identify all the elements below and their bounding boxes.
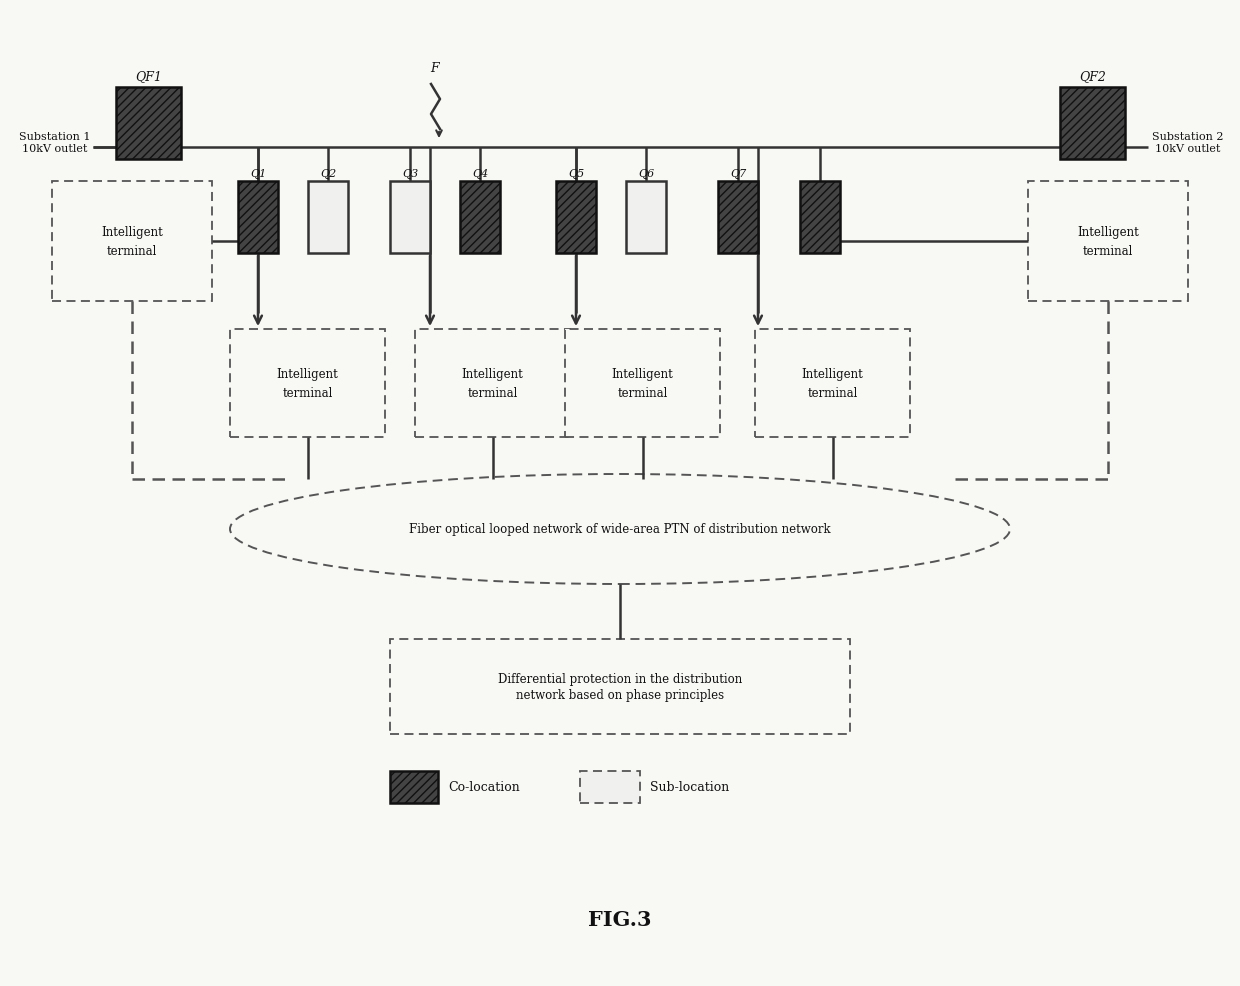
Text: Intelligent
terminal: Intelligent terminal: [611, 368, 673, 399]
Text: Intelligent
terminal: Intelligent terminal: [1078, 226, 1138, 257]
Text: Substation 2
10kV outlet: Substation 2 10kV outlet: [1152, 132, 1224, 154]
Bar: [718, 181, 758, 253]
Bar: [1028, 181, 1188, 302]
Bar: [391, 181, 430, 253]
Text: Co-location: Co-location: [448, 781, 520, 794]
Text: Intelligent
terminal: Intelligent terminal: [277, 368, 339, 399]
Text: Fiber optical looped network of wide-area PTN of distribution network: Fiber optical looped network of wide-are…: [409, 523, 831, 536]
Bar: [626, 181, 666, 253]
Text: F: F: [430, 62, 439, 75]
Text: Differential protection in the distribution: Differential protection in the distribut…: [498, 672, 742, 685]
Text: FIG.3: FIG.3: [588, 909, 652, 929]
Text: QF2: QF2: [1079, 70, 1106, 83]
Text: Q7: Q7: [730, 169, 746, 178]
Text: Q3: Q3: [402, 169, 418, 178]
Text: Intelligent
terminal: Intelligent terminal: [102, 226, 162, 257]
Bar: [308, 181, 348, 253]
Bar: [1060, 88, 1125, 160]
Text: QF1: QF1: [135, 70, 162, 83]
Text: network based on phase principles: network based on phase principles: [516, 688, 724, 701]
Text: Q5: Q5: [568, 169, 584, 178]
Bar: [52, 181, 212, 302]
Bar: [238, 181, 278, 253]
Bar: [565, 329, 720, 438]
Text: Q4: Q4: [472, 169, 489, 178]
Text: Q6: Q6: [637, 169, 655, 178]
Bar: [580, 771, 640, 804]
Text: Intelligent
terminal: Intelligent terminal: [801, 368, 863, 399]
Bar: [391, 771, 438, 804]
Bar: [755, 329, 910, 438]
Text: Substation 1
10kV outlet: Substation 1 10kV outlet: [20, 132, 91, 154]
Text: Q2: Q2: [320, 169, 336, 178]
Bar: [460, 181, 500, 253]
Text: Q1: Q1: [250, 169, 267, 178]
Bar: [117, 88, 181, 160]
Ellipse shape: [229, 474, 1011, 585]
Text: Sub-location: Sub-location: [650, 781, 729, 794]
Bar: [556, 181, 596, 253]
Bar: [391, 639, 849, 735]
Bar: [229, 329, 384, 438]
Bar: [800, 181, 839, 253]
Text: Intelligent
terminal: Intelligent terminal: [461, 368, 523, 399]
Bar: [415, 329, 570, 438]
